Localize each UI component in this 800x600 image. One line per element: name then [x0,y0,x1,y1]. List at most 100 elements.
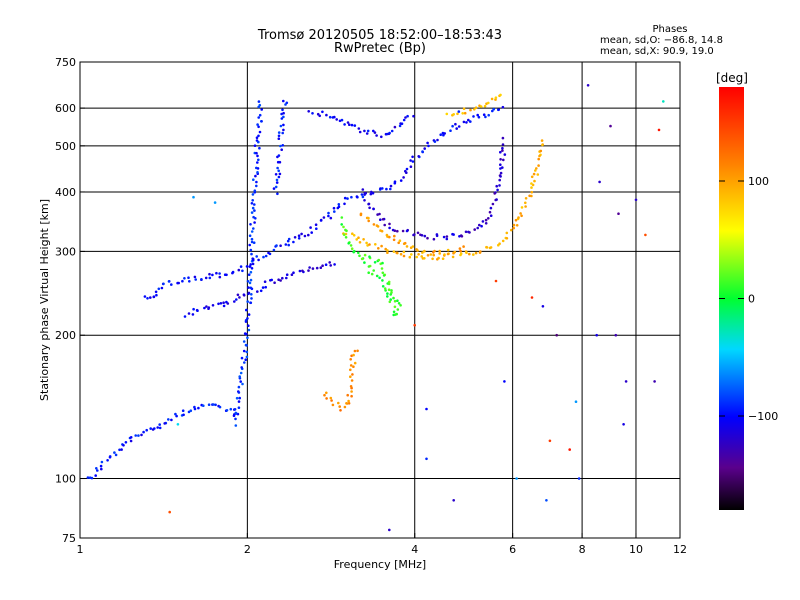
data-point [234,424,238,427]
data-point [397,241,401,245]
data-point [386,292,389,295]
data-point [244,319,248,322]
data-point [275,181,279,184]
data-point [346,121,350,124]
data-point [515,224,519,227]
data-point [234,417,237,421]
data-point [321,110,324,114]
data-point [324,263,328,267]
data-point [335,118,339,121]
data-point [480,224,483,228]
data-point [387,282,391,286]
data-point [343,196,347,200]
data-point [380,267,384,270]
data-point [95,467,98,470]
data-point [489,214,493,217]
data-point [247,286,250,289]
data-point [368,206,371,210]
data-point [281,131,285,135]
data-point [489,246,493,249]
data-point [235,396,239,400]
data-point [487,113,491,117]
data-point [352,234,356,237]
x-axis-label: Frequency [MHz] [334,558,426,571]
data-point [253,144,257,147]
data-point [272,248,276,252]
data-point [281,144,285,147]
data-point [245,350,249,354]
data-point [377,258,381,262]
data-point [502,158,505,162]
data-point [598,180,601,184]
data-point [293,236,297,239]
data-point [252,241,256,244]
data-point [452,233,455,236]
colorbar-tick-label: −100 [748,410,778,423]
data-point [297,237,301,240]
data-point [183,277,186,280]
data-point [476,113,480,117]
data-point [389,187,392,191]
data-point [535,167,538,170]
data-point [309,226,312,229]
data-point [412,114,415,118]
data-point [393,181,397,185]
data-point [218,272,221,275]
data-point [413,323,417,327]
data-point [416,249,419,252]
data-point [233,408,237,411]
data-point [142,430,145,434]
data-point [399,179,403,182]
data-point [94,474,97,477]
data-point [277,154,281,157]
data-point [100,467,103,471]
colorbar-tick-label: 0 [748,293,755,306]
data-point [285,276,288,280]
x-tick-label: 4 [411,543,418,556]
data-point [574,400,578,404]
data-point [257,158,260,162]
data-point [416,231,420,235]
data-point [158,426,162,430]
data-point [247,291,251,295]
data-point [530,182,533,185]
data-point [405,167,409,171]
data-point [256,154,259,158]
data-point [657,128,661,132]
data-point [374,243,377,246]
data-point [143,295,147,298]
data-point [452,113,456,116]
data-point [372,269,376,272]
data-point [372,129,375,133]
data-point [260,120,263,123]
data-point [532,172,536,176]
data-point [352,365,355,369]
data-point [272,187,276,190]
data-point [349,385,353,388]
data-point [243,361,246,364]
data-point [358,254,361,258]
data-point [388,131,391,135]
data-point [352,353,355,357]
data-point [286,239,290,243]
data-point [514,218,518,222]
data-point [319,219,323,222]
data-point [492,107,496,111]
data-point [472,115,475,118]
data-point [279,279,282,282]
data-point [409,165,413,168]
data-point [389,298,393,301]
data-point [381,285,385,288]
data-point [300,232,303,236]
data-point [253,189,257,192]
data-point [347,402,351,405]
data-point [540,139,544,142]
x-axis-ticks: 1 2 4 6 8 10 12 [77,533,687,556]
data-point [149,427,152,430]
data-point [277,169,281,173]
data-point [246,336,249,340]
data-point [248,243,251,247]
data-point [501,143,505,146]
data-point [378,212,381,216]
